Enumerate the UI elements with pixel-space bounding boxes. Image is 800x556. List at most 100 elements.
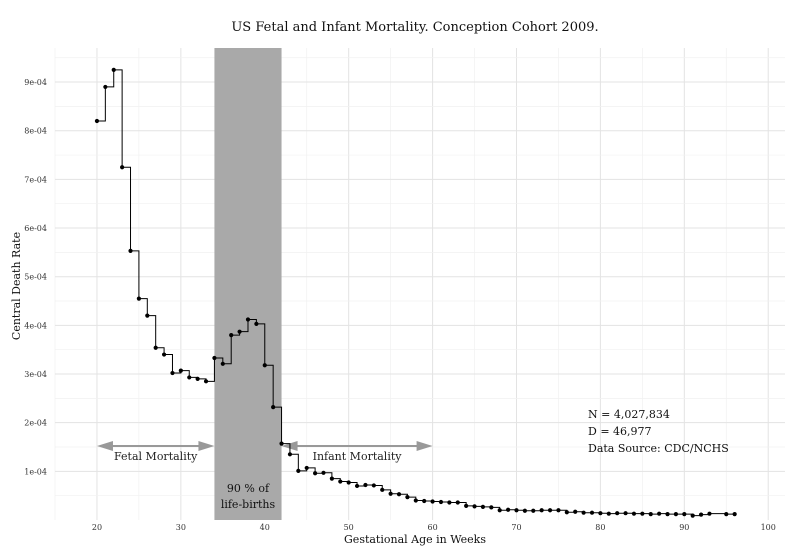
data-point	[170, 370, 175, 376]
y-tick-label: 9e-04	[24, 78, 47, 87]
x-tick-label: 70	[511, 523, 521, 532]
x-tick-label: 50	[344, 523, 354, 532]
x-tick-label: 80	[595, 523, 605, 532]
data-point	[237, 329, 242, 334]
data-point	[245, 317, 251, 322]
data-point	[262, 363, 267, 368]
x-tick-label: 60	[427, 523, 437, 532]
data-point	[698, 512, 704, 517]
infant-mortality-label: Infant Mortality	[313, 450, 403, 463]
data-point	[111, 67, 116, 72]
y-tick-label: 4e-04	[24, 321, 47, 330]
data-point	[153, 345, 158, 350]
x-tick-label: 100	[761, 523, 776, 532]
data-point	[203, 379, 209, 384]
data-point	[531, 508, 536, 513]
data-point	[598, 511, 603, 516]
data-point	[506, 507, 511, 512]
data-point	[321, 470, 326, 475]
data-point	[354, 483, 360, 489]
data-point	[287, 452, 293, 457]
y-tick-label: 6e-04	[24, 224, 47, 233]
death-rate-series	[94, 67, 737, 518]
data-point	[673, 512, 679, 517]
x-tick-label: 30	[176, 523, 186, 532]
data-point	[472, 504, 477, 509]
data-point	[329, 476, 334, 481]
shaded-region-label: 90 % of	[227, 482, 270, 495]
y-tick-label: 3e-04	[24, 370, 47, 379]
data-point	[665, 512, 670, 517]
annotation-text: Data Source: CDC/NCHS	[588, 442, 729, 455]
x-tick-label: 20	[92, 523, 102, 532]
data-point	[690, 513, 695, 518]
data-point	[94, 118, 100, 124]
data-point	[161, 352, 167, 357]
x-axis-ticks: 20 30 40 50 60 70 80 90 100	[92, 523, 776, 532]
fetal-mortality-arrow-head-right	[198, 441, 215, 452]
data-point	[455, 500, 460, 505]
data-point	[363, 482, 368, 488]
data-point	[547, 508, 553, 513]
x-tick-label: 40	[260, 523, 270, 532]
annotation-text: N = 4,027,834	[588, 408, 670, 421]
data-point	[229, 332, 234, 338]
data-point	[422, 498, 427, 504]
y-tick-label: 7e-04	[24, 175, 47, 184]
data-point	[657, 511, 662, 516]
data-point	[128, 248, 133, 254]
data-point	[648, 512, 653, 517]
data-point	[682, 512, 687, 517]
data-point	[136, 296, 142, 301]
data-point	[732, 512, 737, 517]
data-point	[615, 511, 620, 516]
x-tick-label: 90	[679, 523, 689, 532]
data-point	[539, 508, 544, 513]
data-point	[120, 165, 125, 170]
annotation-text: D = 46,977	[588, 425, 652, 438]
chart-title: US Fetal and Infant Mortality. Conceptio…	[231, 20, 598, 35]
data-point	[623, 511, 628, 516]
y-tick-label: 2e-04	[24, 419, 47, 428]
data-point	[187, 375, 192, 380]
x-axis-label: Gestational Age in Weeks	[344, 533, 486, 546]
data-point	[220, 361, 225, 366]
data-point	[589, 510, 595, 515]
period-arrows: Fetal Mortality Infant Mortality	[96, 441, 433, 463]
data-point	[304, 465, 309, 471]
data-point	[346, 480, 351, 485]
data-point	[145, 313, 150, 318]
data-point	[254, 321, 259, 327]
data-point	[438, 499, 444, 505]
data-point	[396, 492, 402, 497]
data-point	[573, 509, 578, 514]
data-point	[405, 495, 410, 500]
data-point	[313, 471, 318, 476]
data-point	[631, 511, 637, 516]
data-point	[489, 505, 494, 510]
data-point	[380, 487, 385, 492]
data-point	[430, 499, 435, 504]
y-tick-label: 5e-04	[24, 273, 47, 282]
data-point	[195, 376, 200, 381]
y-axis-label: Central Death Rate	[10, 232, 23, 340]
annotations: N = 4,027,834 D = 46,977 Data Source: CDC/…	[588, 408, 729, 455]
data-point	[606, 511, 611, 516]
infant-mortality-arrow-head-right	[416, 441, 433, 452]
data-point	[279, 441, 284, 446]
shaded-region-rect	[214, 48, 282, 520]
data-point	[271, 405, 276, 410]
y-tick-label: 8e-04	[24, 127, 47, 136]
data-point	[103, 84, 108, 90]
data-point	[514, 508, 519, 513]
data-point	[388, 491, 393, 496]
data-point	[581, 510, 586, 515]
data-point	[413, 498, 418, 503]
data-point	[371, 483, 376, 488]
y-tick-label: 1e-04	[24, 467, 47, 476]
data-point	[212, 355, 217, 361]
data-point	[497, 508, 502, 513]
data-point	[724, 512, 729, 517]
y-axis-ticks: 1e-04 2e-04 3e-04 4e-04 5e-04 6e-04 7e-04 8e-04…	[24, 78, 47, 476]
shaded-region-label: life-births	[221, 498, 276, 511]
